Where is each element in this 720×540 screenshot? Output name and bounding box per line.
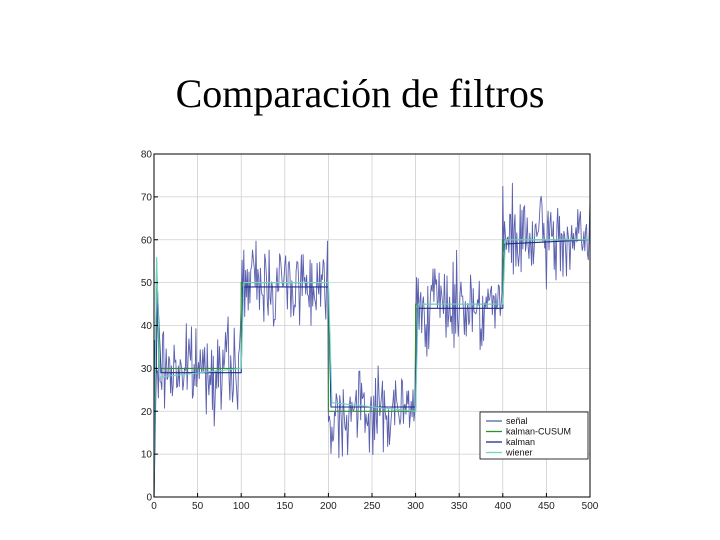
y-tick-label: 30 [141, 364, 153, 375]
slide-title: Comparación de filtros [175, 71, 545, 116]
x-tick-label: 100 [233, 501, 250, 512]
x-tick-label: 300 [407, 501, 424, 512]
series-layer [153, 182, 591, 498]
y-tick-label: 50 [141, 278, 153, 289]
series-line [153, 239, 590, 498]
x-tick-label: 350 [451, 501, 468, 512]
legend-label: wiener [505, 448, 533, 458]
y-tick-label: 40 [141, 321, 153, 332]
x-tick-label: 150 [276, 501, 293, 512]
line-chart: 0 50 100 150 200 250 300 350 400 450 500 0 10 20 30 40 5… [141, 150, 599, 513]
legend-box [479, 411, 589, 460]
y-tick-label: 60 [141, 235, 153, 246]
x-tick-label: 0 [151, 501, 157, 512]
y-tick-label: 20 [141, 407, 153, 418]
x-tick-label: 500 [582, 501, 599, 512]
y-tick-label: 70 [141, 192, 153, 203]
y-tick-label: 80 [141, 150, 153, 161]
y-tick-label: 0 [146, 493, 152, 504]
x-tick-label: 250 [364, 501, 381, 512]
legend-label: kalman-CUSUM [506, 427, 571, 437]
axes-layer: 0 50 100 150 200 250 300 350 400 450 500 0 10 20 30 40 5… [141, 150, 599, 513]
series-line [153, 182, 591, 485]
x-tick-label: 400 [494, 501, 511, 512]
x-tick-label: 50 [192, 501, 204, 512]
legend-label: señal [506, 416, 528, 426]
x-tick-label: 200 [320, 501, 337, 512]
y-tick-label: 10 [141, 450, 153, 461]
legend-label: kalman [506, 437, 535, 447]
x-tick-label: 450 [538, 501, 555, 512]
